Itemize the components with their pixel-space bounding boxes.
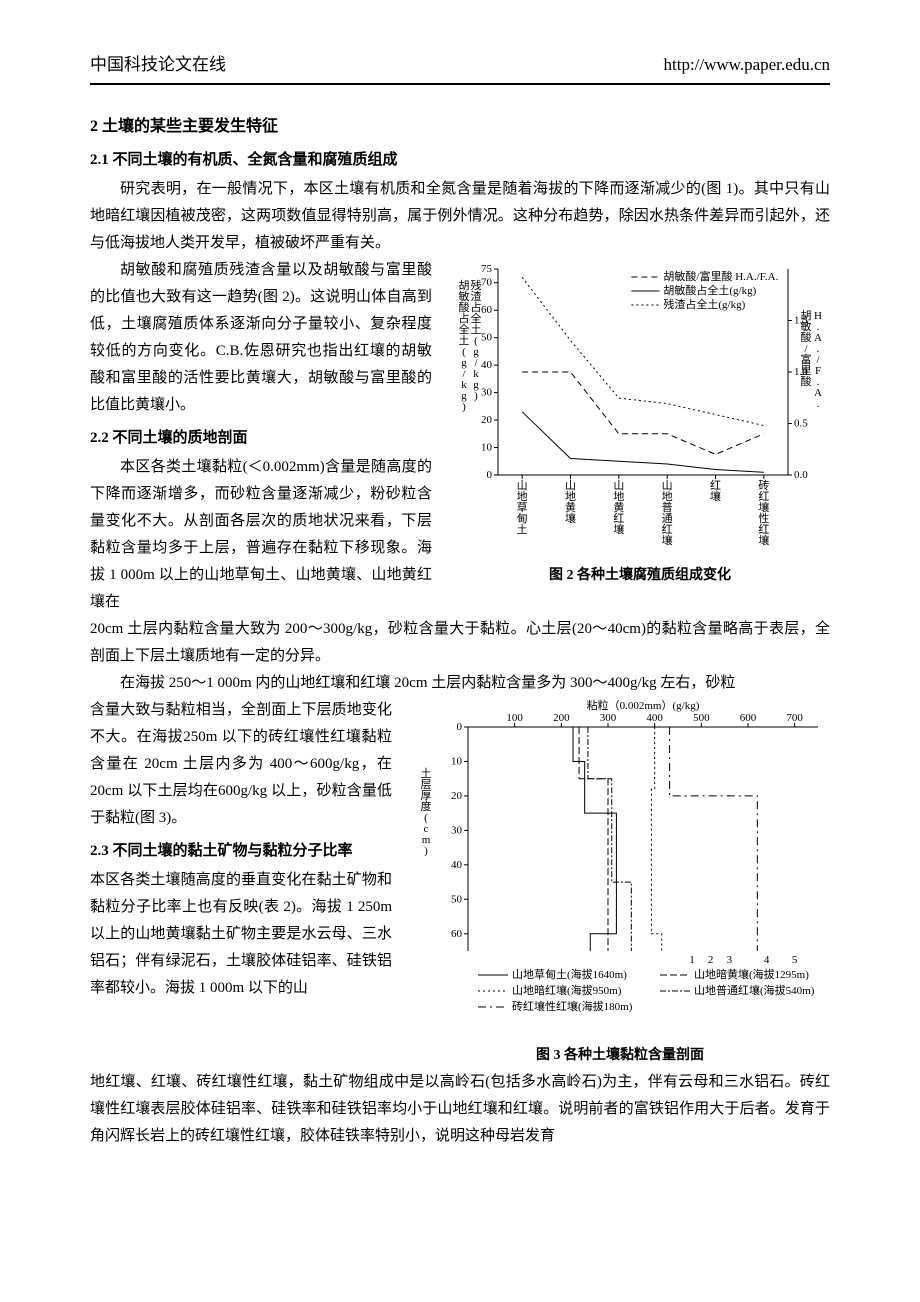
svg-text:山地普通红壤: 山地普通红壤 — [662, 479, 673, 547]
svg-text:胡敏酸/富里酸 H.A./F.A.: 胡敏酸/富里酸 H.A./F.A. — [663, 269, 778, 283]
svg-text:0.0: 0.0 — [794, 469, 808, 481]
running-header: 中国科技论文在线 http://www.paper.edu.cn — [90, 50, 830, 85]
svg-text:10: 10 — [481, 442, 493, 454]
svg-text:75: 75 — [481, 263, 493, 275]
svg-text:40: 40 — [451, 859, 463, 871]
svg-text:30: 30 — [481, 387, 493, 399]
svg-text:胡敏酸占全土(g/kg): 胡敏酸占全土(g/kg) — [459, 278, 470, 413]
header-left: 中国科技论文在线 — [90, 50, 226, 81]
svg-text:4: 4 — [764, 954, 770, 966]
svg-text:红壤: 红壤 — [710, 479, 721, 503]
svg-text:600: 600 — [740, 712, 757, 724]
svg-text:山地草甸土(海拔1640m): 山地草甸土(海拔1640m) — [512, 967, 627, 981]
svg-text:砖红壤性红壤(海拔180m): 砖红壤性红壤(海拔180m) — [512, 999, 633, 1013]
svg-text:20: 20 — [481, 414, 493, 426]
figure-2-chart: 010203040506070750.00.51.01.5山地草甸土山地黄壤山地… — [450, 257, 830, 557]
svg-text:100: 100 — [506, 712, 523, 724]
row-text-fig3: 含量大致与黏粒相当，全剖面上下层质地变化不大。在海拔250m 以下的砖红壤性红壤… — [90, 697, 830, 1068]
paragraph-2-2-d: 含量大致与黏粒相当，全剖面上下层质地变化不大。在海拔250m 以下的砖红壤性红壤… — [90, 697, 392, 832]
svg-text:400: 400 — [646, 712, 663, 724]
svg-text:山地暗红壤(海拔950m): 山地暗红壤(海拔950m) — [512, 983, 622, 997]
svg-text:山地草甸土: 山地草甸土 — [517, 479, 528, 536]
svg-text:残渣占全土(g/kg): 残渣占全土(g/kg) — [663, 297, 745, 311]
svg-text:残渣占全土(g/kg): 残渣占全土(g/kg) — [471, 278, 482, 402]
figure-3-caption: 图 3 各种土壤黏粒含量剖面 — [536, 1043, 704, 1068]
page: 中国科技论文在线 http://www.paper.edu.cn 2 土壤的某些… — [0, 0, 920, 1302]
svg-text:山地黄红壤: 山地黄红壤 — [613, 479, 624, 536]
svg-text:30: 30 — [451, 825, 463, 837]
svg-text:胡敏酸/富里酸: 胡敏酸/富里酸 — [801, 308, 812, 388]
svg-text:50: 50 — [451, 894, 463, 906]
paragraph-2-2-b: 20cm 土层内黏粒含量大致为 200～300g/kg，砂粒含量大于黏粒。心土层… — [90, 616, 830, 670]
svg-text:1: 1 — [689, 954, 695, 966]
svg-text:粘粒（0.002mm）(g/kg): 粘粒（0.002mm）(g/kg) — [587, 698, 700, 712]
svg-text:H.A./F.A.: H.A./F.A. — [814, 310, 822, 410]
figure-2-caption: 图 2 各种土壤腐殖质组成变化 — [549, 563, 731, 588]
svg-text:10: 10 — [451, 756, 463, 768]
svg-text:土层厚度(cm): 土层厚度(cm) — [421, 767, 432, 857]
paragraph-2-3-a: 本区各类土壤随高度的垂直变化在黏土矿物和黏粒分子比率上也有反映(表 2)。海拔 … — [90, 867, 392, 1002]
svg-text:5: 5 — [792, 954, 798, 966]
paragraph-2-3-b: 地红壤、红壤、砖红壤性红壤，黏土矿物组成中是以高岭石(包括多水高岭石)为主，伴有… — [90, 1069, 830, 1150]
figure-3: 粘粒（0.002mm）(g/kg) 100 200 300 400 500 600 700 0 1… — [410, 697, 830, 1068]
svg-text:60: 60 — [481, 305, 493, 317]
svg-text:50: 50 — [481, 332, 493, 344]
textcol-left-1: 胡敏酸和腐殖质残渣含量以及胡敏酸与富里酸的比值也大致有这一趋势(图 2)。这说明… — [90, 257, 432, 616]
svg-text:0.5: 0.5 — [794, 418, 808, 430]
svg-text:0: 0 — [487, 469, 493, 481]
header-right: http://www.paper.edu.cn — [664, 50, 831, 81]
svg-text:70: 70 — [481, 277, 493, 289]
svg-text:胡敏酸占全土(g/kg): 胡敏酸占全土(g/kg) — [663, 283, 756, 297]
paragraph-2-2-c: 在海拔 250～1 000m 内的山地红壤和红壤 20cm 土层内黏粒含量多为 … — [90, 670, 830, 697]
svg-text:40: 40 — [481, 360, 493, 372]
svg-text:山地黄壤: 山地黄壤 — [565, 479, 576, 525]
svg-text:60: 60 — [451, 928, 463, 940]
svg-text:200: 200 — [553, 712, 570, 724]
paragraph-2-1-a: 研究表明，在一般情况下，本区土壤有机质和全氮含量是随着海拔的下降而逐渐减少的(图… — [90, 176, 830, 257]
svg-text:20: 20 — [451, 790, 463, 802]
figure-3-chart: 粘粒（0.002mm）(g/kg) 100 200 300 400 500 600 700 0 1… — [410, 697, 830, 1037]
textcol-left-2: 含量大致与黏粒相当，全剖面上下层质地变化不大。在海拔250m 以下的砖红壤性红壤… — [90, 697, 392, 1002]
svg-text:3: 3 — [727, 954, 733, 966]
subsection-2-1-heading: 2.1 不同土壤的有机质、全氮含量和腐殖质组成 — [90, 147, 830, 174]
paragraph-2-2-a: 本区各类土壤黏粒(＜0.002mm)含量是随高度的下降而逐渐增多，而砂粒含量逐渐… — [90, 454, 432, 616]
svg-text:500: 500 — [693, 712, 710, 724]
svg-text:2: 2 — [708, 954, 714, 966]
paragraph-2-1-b: 胡敏酸和腐殖质残渣含量以及胡敏酸与富里酸的比值也大致有这一趋势(图 2)。这说明… — [90, 257, 432, 419]
section-2-heading: 2 土壤的某些主要发生特征 — [90, 113, 830, 142]
svg-text:山地普通红壤(海拔540m): 山地普通红壤(海拔540m) — [694, 983, 815, 997]
svg-text:0: 0 — [457, 721, 463, 733]
svg-text:山地暗黄壤(海拔1295m): 山地暗黄壤(海拔1295m) — [694, 967, 809, 981]
svg-text:300: 300 — [600, 712, 617, 724]
row-text-fig2: 胡敏酸和腐殖质残渣含量以及胡敏酸与富里酸的比值也大致有这一趋势(图 2)。这说明… — [90, 257, 830, 616]
svg-text:700: 700 — [786, 712, 803, 724]
svg-text:砖红壤性红壤: 砖红壤性红壤 — [758, 478, 769, 547]
subsection-2-2-heading: 2.2 不同土壤的质地剖面 — [90, 425, 432, 452]
figure-2: 010203040506070750.00.51.01.5山地草甸土山地黄壤山地… — [450, 257, 830, 588]
subsection-2-3-heading: 2.3 不同土壤的黏土矿物与黏粒分子比率 — [90, 838, 392, 865]
